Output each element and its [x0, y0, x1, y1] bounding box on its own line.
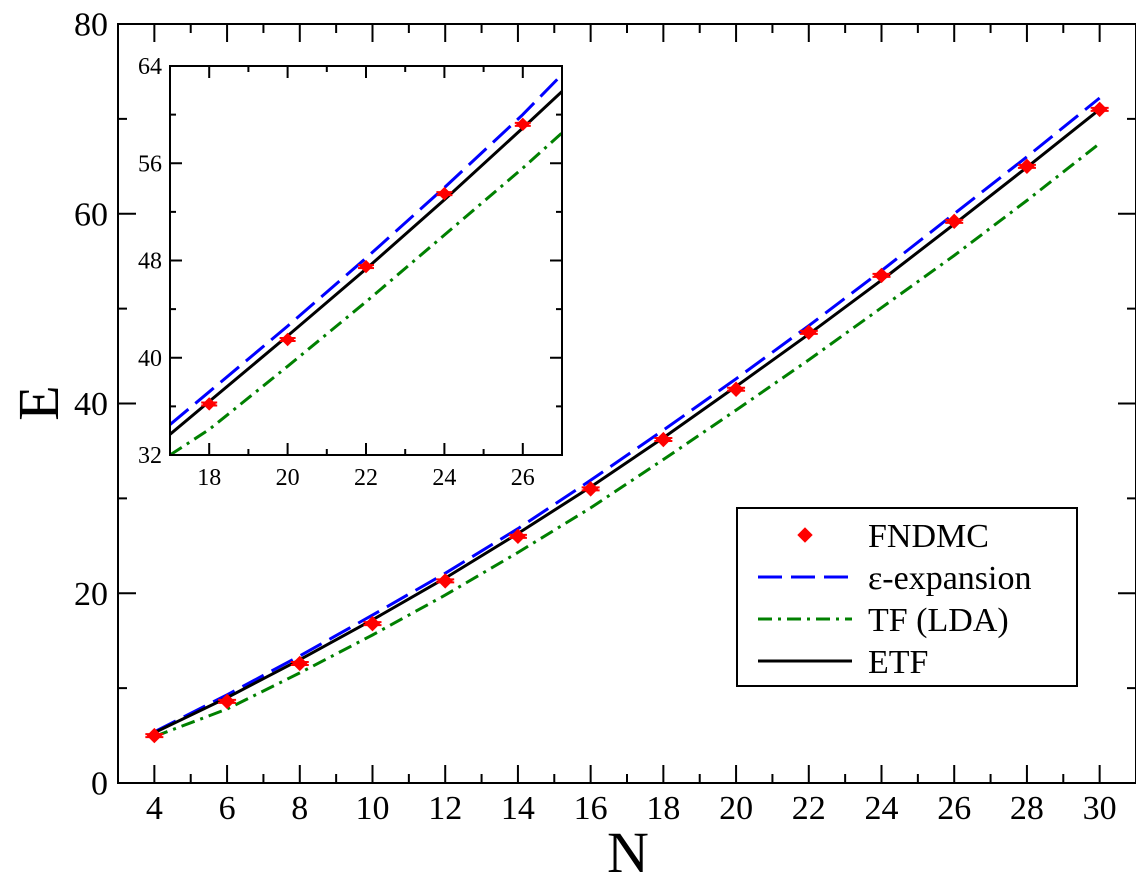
inset-x-tick-label: 20 [276, 465, 300, 491]
main-x-tick-label: 16 [574, 790, 608, 827]
main-x-tick-label: 4 [146, 790, 163, 827]
inset-data-point [202, 397, 216, 411]
main-series-line-3 [153, 108, 1101, 735]
inset-data-point [280, 332, 295, 347]
main-x-tick-label: 28 [1010, 790, 1044, 827]
main-x-tick-label: 10 [356, 790, 390, 827]
main-data-point [946, 213, 962, 230]
y-axis-title: E [6, 385, 71, 420]
main-y-tick-label: 60 [74, 196, 108, 233]
inset-x-tick-label: 24 [432, 465, 456, 491]
inset-plot-area: 18 20 22 24 26 32 40 48 56 64 [138, 54, 563, 491]
main-data-point [873, 267, 890, 284]
legend-entry-label: TF (LDA) [868, 602, 1009, 639]
main-x-tick-label: 20 [719, 790, 753, 827]
main-y-tick-label: 40 [74, 386, 108, 423]
main-data-point [510, 528, 526, 545]
inset-x-tick-label: 18 [197, 465, 221, 491]
main-data-point [292, 655, 308, 672]
inset-y-tick-label: 40 [138, 346, 162, 372]
inset-y-tick-label: 56 [138, 151, 162, 177]
main-data-point [364, 615, 381, 632]
main-data-point [1091, 101, 1108, 118]
main-data-point [655, 431, 672, 448]
inset-y-tick-label: 64 [138, 54, 162, 80]
inset-y-tick-label: 48 [138, 249, 162, 275]
main-series-line-2 [153, 142, 1101, 738]
main-x-tick-label: 22 [792, 790, 826, 827]
x-axis-title: N [607, 820, 649, 877]
main-series-group [145, 96, 1109, 744]
inset-data-point [359, 259, 373, 274]
inset-series-line-1 [170, 73, 562, 426]
inset-series-line-2 [170, 131, 562, 455]
main-y-tick-label: 0 [91, 766, 108, 803]
main-x-tick-label: 18 [646, 790, 680, 827]
main-x-tick-label: 30 [1083, 790, 1117, 827]
main-y-tick-label: 80 [74, 7, 108, 44]
inset-data-point [516, 117, 530, 132]
legend: FNDMC ε-expansion TF (LDA) ETF [736, 507, 1078, 687]
main-data-point [801, 324, 817, 341]
legend-entry-label: FNDMC [868, 518, 989, 555]
main-x-tick-label: 26 [937, 790, 971, 827]
legend-box [736, 507, 1078, 687]
main-data-point [1019, 158, 1035, 175]
main-data-point [146, 727, 163, 744]
main-data-point [582, 481, 599, 497]
legend-entry-label: ETF [868, 644, 928, 681]
main-data-point [437, 573, 453, 589]
legend-marker [797, 527, 813, 543]
inset-y-tick-label: 32 [138, 443, 162, 469]
main-x-tick-label: 6 [219, 790, 236, 827]
main-y-tick-label: 20 [74, 576, 108, 613]
main-x-tick-label: 14 [501, 790, 535, 827]
main-data-point [219, 693, 235, 710]
inset-series-group [170, 73, 562, 455]
inset-x-tick-label: 26 [511, 465, 535, 491]
inset-x-tick-label: 22 [354, 465, 378, 491]
main-x-tick-label: 12 [428, 790, 462, 827]
inset-data-point [437, 186, 452, 201]
main-x-tick-label: 24 [865, 790, 899, 827]
main-x-tick-label: 8 [291, 790, 308, 827]
legend-entry-label: ε-expansion [868, 560, 1031, 597]
main-data-point [728, 381, 744, 397]
main-series-line-1 [153, 96, 1101, 734]
